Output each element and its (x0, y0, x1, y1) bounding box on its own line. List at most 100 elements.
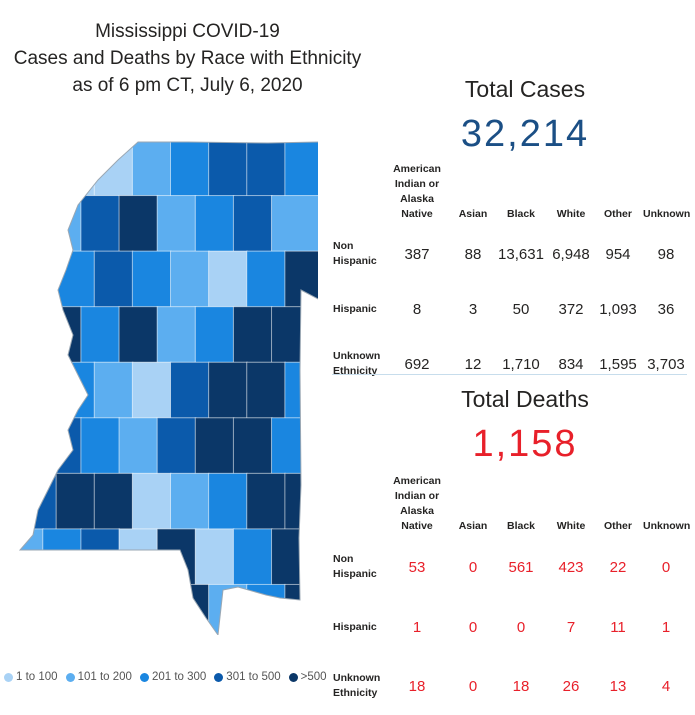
county-shape[interactable] (156, 417, 197, 475)
county-shape[interactable] (194, 306, 235, 364)
county-shape[interactable] (93, 583, 134, 635)
county-shape[interactable] (208, 472, 248, 530)
county-shape[interactable] (42, 195, 82, 253)
county-shape[interactable] (80, 417, 121, 475)
county-shape[interactable] (246, 472, 286, 530)
table-cell: 4 (661, 677, 671, 695)
county-shape[interactable] (170, 140, 210, 197)
table-cell: 3 (468, 300, 478, 318)
legend-label: 1 to 100 (16, 671, 58, 683)
county-shape[interactable] (18, 250, 58, 308)
county-shape[interactable] (18, 306, 44, 364)
table-row: Unknown Ethnicity 692 12 1,710 834 1,595 3,703 (331, 335, 691, 393)
table-cell: 12 (464, 355, 482, 373)
county-shape[interactable] (118, 528, 159, 586)
county-shape[interactable] (42, 528, 82, 586)
county-shape[interactable] (208, 140, 248, 197)
table-cell: 18 (408, 677, 426, 695)
county-shape[interactable] (18, 195, 44, 253)
mississippi-county-map (18, 140, 318, 635)
county-shape[interactable] (284, 583, 318, 635)
county-shape[interactable] (18, 417, 44, 475)
row-label: Unknown Ethnicity (333, 350, 381, 377)
county-shape[interactable] (118, 195, 159, 253)
county-shape[interactable] (55, 140, 96, 197)
county-shape[interactable] (170, 583, 210, 635)
row-label: Non Hispanic (333, 240, 377, 267)
total-deaths-value: 1,158 (472, 423, 578, 465)
county-shape[interactable] (246, 583, 286, 635)
county-shape[interactable] (232, 417, 273, 475)
section-divider (332, 374, 687, 375)
county-shape[interactable] (18, 361, 58, 419)
county-shape[interactable] (208, 583, 248, 635)
county-shape[interactable] (232, 306, 273, 364)
column-header: Other (603, 208, 632, 220)
county-shape[interactable] (170, 250, 210, 308)
county-shape[interactable] (42, 417, 82, 475)
table-cell: 22 (609, 558, 627, 576)
county-shape[interactable] (194, 528, 235, 586)
county-shape[interactable] (271, 306, 318, 364)
table-cell: 834 (558, 355, 584, 373)
county-shape[interactable] (18, 583, 58, 635)
table-cell: 13 (609, 677, 627, 695)
table-cell: 0 (468, 558, 478, 576)
county-shape[interactable] (118, 417, 159, 475)
county-shape[interactable] (80, 195, 121, 253)
cases-table: American Indian or Alaska Native Asian Bla… (331, 162, 691, 393)
county-shape[interactable] (131, 583, 172, 635)
county-shape[interactable] (232, 195, 273, 253)
county-shape[interactable] (232, 528, 273, 586)
county-shape[interactable] (194, 195, 235, 253)
county-shape[interactable] (246, 361, 286, 419)
column-header: Black (506, 208, 536, 220)
county-shape[interactable] (156, 306, 197, 364)
county-shape[interactable] (208, 361, 248, 419)
table-cell: 13,631 (498, 245, 544, 263)
county-shape[interactable] (284, 361, 318, 419)
county-shape[interactable] (18, 140, 58, 197)
table-cell: 50 (512, 300, 530, 318)
header-blank (331, 474, 383, 537)
total-cases-heading: Total Cases (464, 76, 586, 102)
county-shape[interactable] (156, 528, 197, 586)
county-shape[interactable] (42, 306, 82, 364)
table-cell: 954 (605, 245, 631, 263)
title-line-2: Cases and Deaths by Race with Ethnicity (13, 48, 362, 69)
county-shape[interactable] (271, 195, 318, 253)
county-shape[interactable] (93, 361, 134, 419)
county-shape[interactable] (284, 250, 318, 308)
county-shape[interactable] (271, 417, 318, 475)
legend-item: 201 to 300 (139, 671, 207, 683)
county-shape[interactable] (246, 250, 286, 308)
column-header: White (556, 208, 586, 220)
county-shape[interactable] (131, 472, 172, 530)
county-shape[interactable] (55, 472, 96, 530)
legend-label: 201 to 300 (151, 671, 207, 683)
county-shape[interactable] (118, 306, 159, 364)
table-cell: 0 (661, 558, 671, 576)
county-shape[interactable] (80, 528, 121, 586)
table-cell: 26 (562, 677, 580, 695)
county-shape[interactable] (18, 472, 58, 530)
county-shape[interactable] (131, 361, 172, 419)
county-shape[interactable] (93, 472, 134, 530)
county-shape[interactable] (131, 250, 172, 308)
row-label: Non Hispanic (333, 553, 377, 580)
county-shape[interactable] (131, 140, 172, 197)
county-shape[interactable] (93, 250, 134, 308)
county-shape[interactable] (93, 140, 134, 197)
county-shape[interactable] (170, 472, 210, 530)
legend-swatch (4, 672, 13, 682)
county-shape[interactable] (55, 583, 96, 635)
county-shape[interactable] (246, 140, 286, 197)
county-shape[interactable] (208, 250, 248, 308)
county-shape[interactable] (170, 361, 210, 419)
county-shape[interactable] (194, 417, 235, 475)
county-shape[interactable] (156, 195, 197, 253)
county-shape[interactable] (284, 140, 318, 197)
county-shape[interactable] (271, 528, 318, 586)
table-row: Unknown Ethnicity 18 0 18 26 13 4 (331, 657, 691, 715)
county-shape[interactable] (80, 306, 121, 364)
